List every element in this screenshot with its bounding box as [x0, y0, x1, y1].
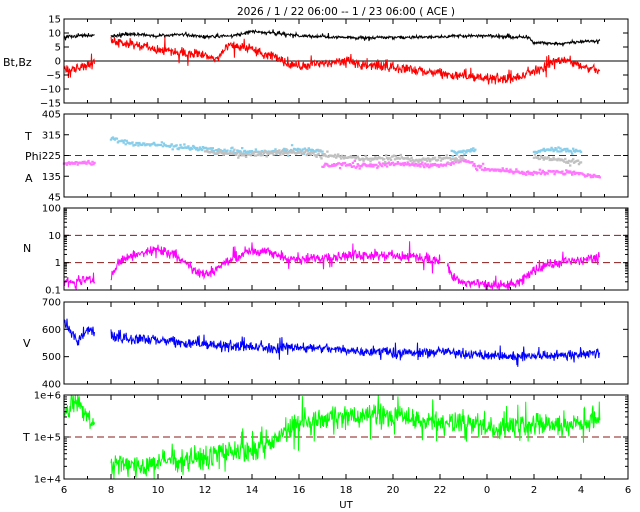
y-tick-label: −10: [40, 85, 61, 96]
y-tick-label: 5: [55, 43, 61, 54]
x-tick-label: 10: [152, 485, 165, 496]
series-line: [110, 36, 601, 85]
series-dots: [532, 146, 583, 155]
y-tick-label: 315: [42, 130, 61, 141]
series-line: [110, 241, 441, 281]
y-tick-label: 500: [42, 352, 61, 363]
y-tick-label: 45: [48, 193, 61, 204]
panel-speed: 700 600 500 400 V: [23, 298, 629, 391]
y-tick-label: 600: [42, 325, 61, 336]
series-dots: [450, 147, 477, 158]
y-axis-label: V: [23, 337, 31, 350]
y-tick-label: 10: [48, 231, 61, 242]
y-axis-label: T: [22, 431, 30, 444]
x-tick-label: 8: [108, 485, 114, 496]
series-line: [110, 329, 601, 367]
panel-temp: 1e+6 1e+5 1e+4 T: [22, 391, 629, 486]
y-tick-label: −5: [46, 71, 61, 82]
series-line: [446, 251, 601, 291]
panel-frame: [63, 207, 629, 291]
x-tick-label: 12: [199, 485, 212, 496]
panel-phi: 405 315 225 135 45 T Phi A: [24, 110, 629, 204]
y-tick-label: 0: [55, 57, 61, 68]
series-dots: [321, 155, 601, 179]
y-tick-label: 100: [42, 204, 61, 215]
y-tick-label: −15: [40, 99, 61, 110]
y-tick-label: 1: [55, 258, 61, 269]
chart-title: 2026 / 1 / 22 06:00 -- 1 / 23 06:00 ( AC…: [237, 6, 455, 18]
panel-mag: 15 10 5 0 −5 −10 −15 Bt,Bz: [3, 15, 629, 110]
x-tick-label: 6: [625, 485, 631, 496]
x-tick-label: 14: [246, 485, 259, 496]
series-line: [63, 394, 95, 429]
y-tick-label: 10: [48, 29, 61, 40]
y-axis-label: Bt,Bz: [3, 56, 32, 69]
x-tick-label: 4: [578, 485, 584, 496]
y-tick-label: 135: [42, 172, 61, 183]
series-line: [110, 28, 601, 47]
y-tick-label: 1e+6: [34, 391, 61, 402]
y-axis-label: Phi: [25, 150, 42, 163]
y-axis-label: T: [24, 130, 32, 143]
x-tick-label: 16: [293, 485, 306, 496]
y-tick-label: 405: [42, 110, 61, 121]
series-line: [63, 318, 95, 346]
y-tick-label: 1e+5: [34, 433, 61, 444]
y-axis-label: A: [25, 172, 33, 185]
x-tick-label: 0: [484, 485, 490, 496]
x-tick-label: 6: [61, 485, 67, 496]
x-axis-label: UT: [339, 500, 353, 511]
series-dots: [62, 159, 96, 166]
x-tick-label: 20: [387, 485, 400, 496]
x-tick-label: 18: [340, 485, 353, 496]
y-tick-label: 225: [42, 151, 61, 162]
series-line: [63, 32, 95, 41]
y-tick-label: 0.1: [45, 286, 61, 297]
series-line: [63, 272, 95, 291]
series-line: [63, 53, 95, 79]
x-tick-label: 2: [531, 485, 537, 496]
y-tick-label: 400: [42, 380, 61, 391]
series-dots: [203, 148, 465, 165]
panels: 151050−5−10−15Bt,Bz40531522513545TPhiA10…: [3, 15, 631, 497]
series-dots: [532, 153, 583, 167]
y-tick-label: 1e+4: [34, 475, 61, 486]
series-line: [110, 394, 601, 480]
y-tick-label: 15: [48, 15, 61, 26]
y-axis-label: N: [23, 242, 31, 255]
panel-density: 100 10 1 0.1 N: [23, 204, 629, 297]
y-tick-label: 700: [42, 298, 61, 309]
x-tick-label: 22: [434, 485, 447, 496]
